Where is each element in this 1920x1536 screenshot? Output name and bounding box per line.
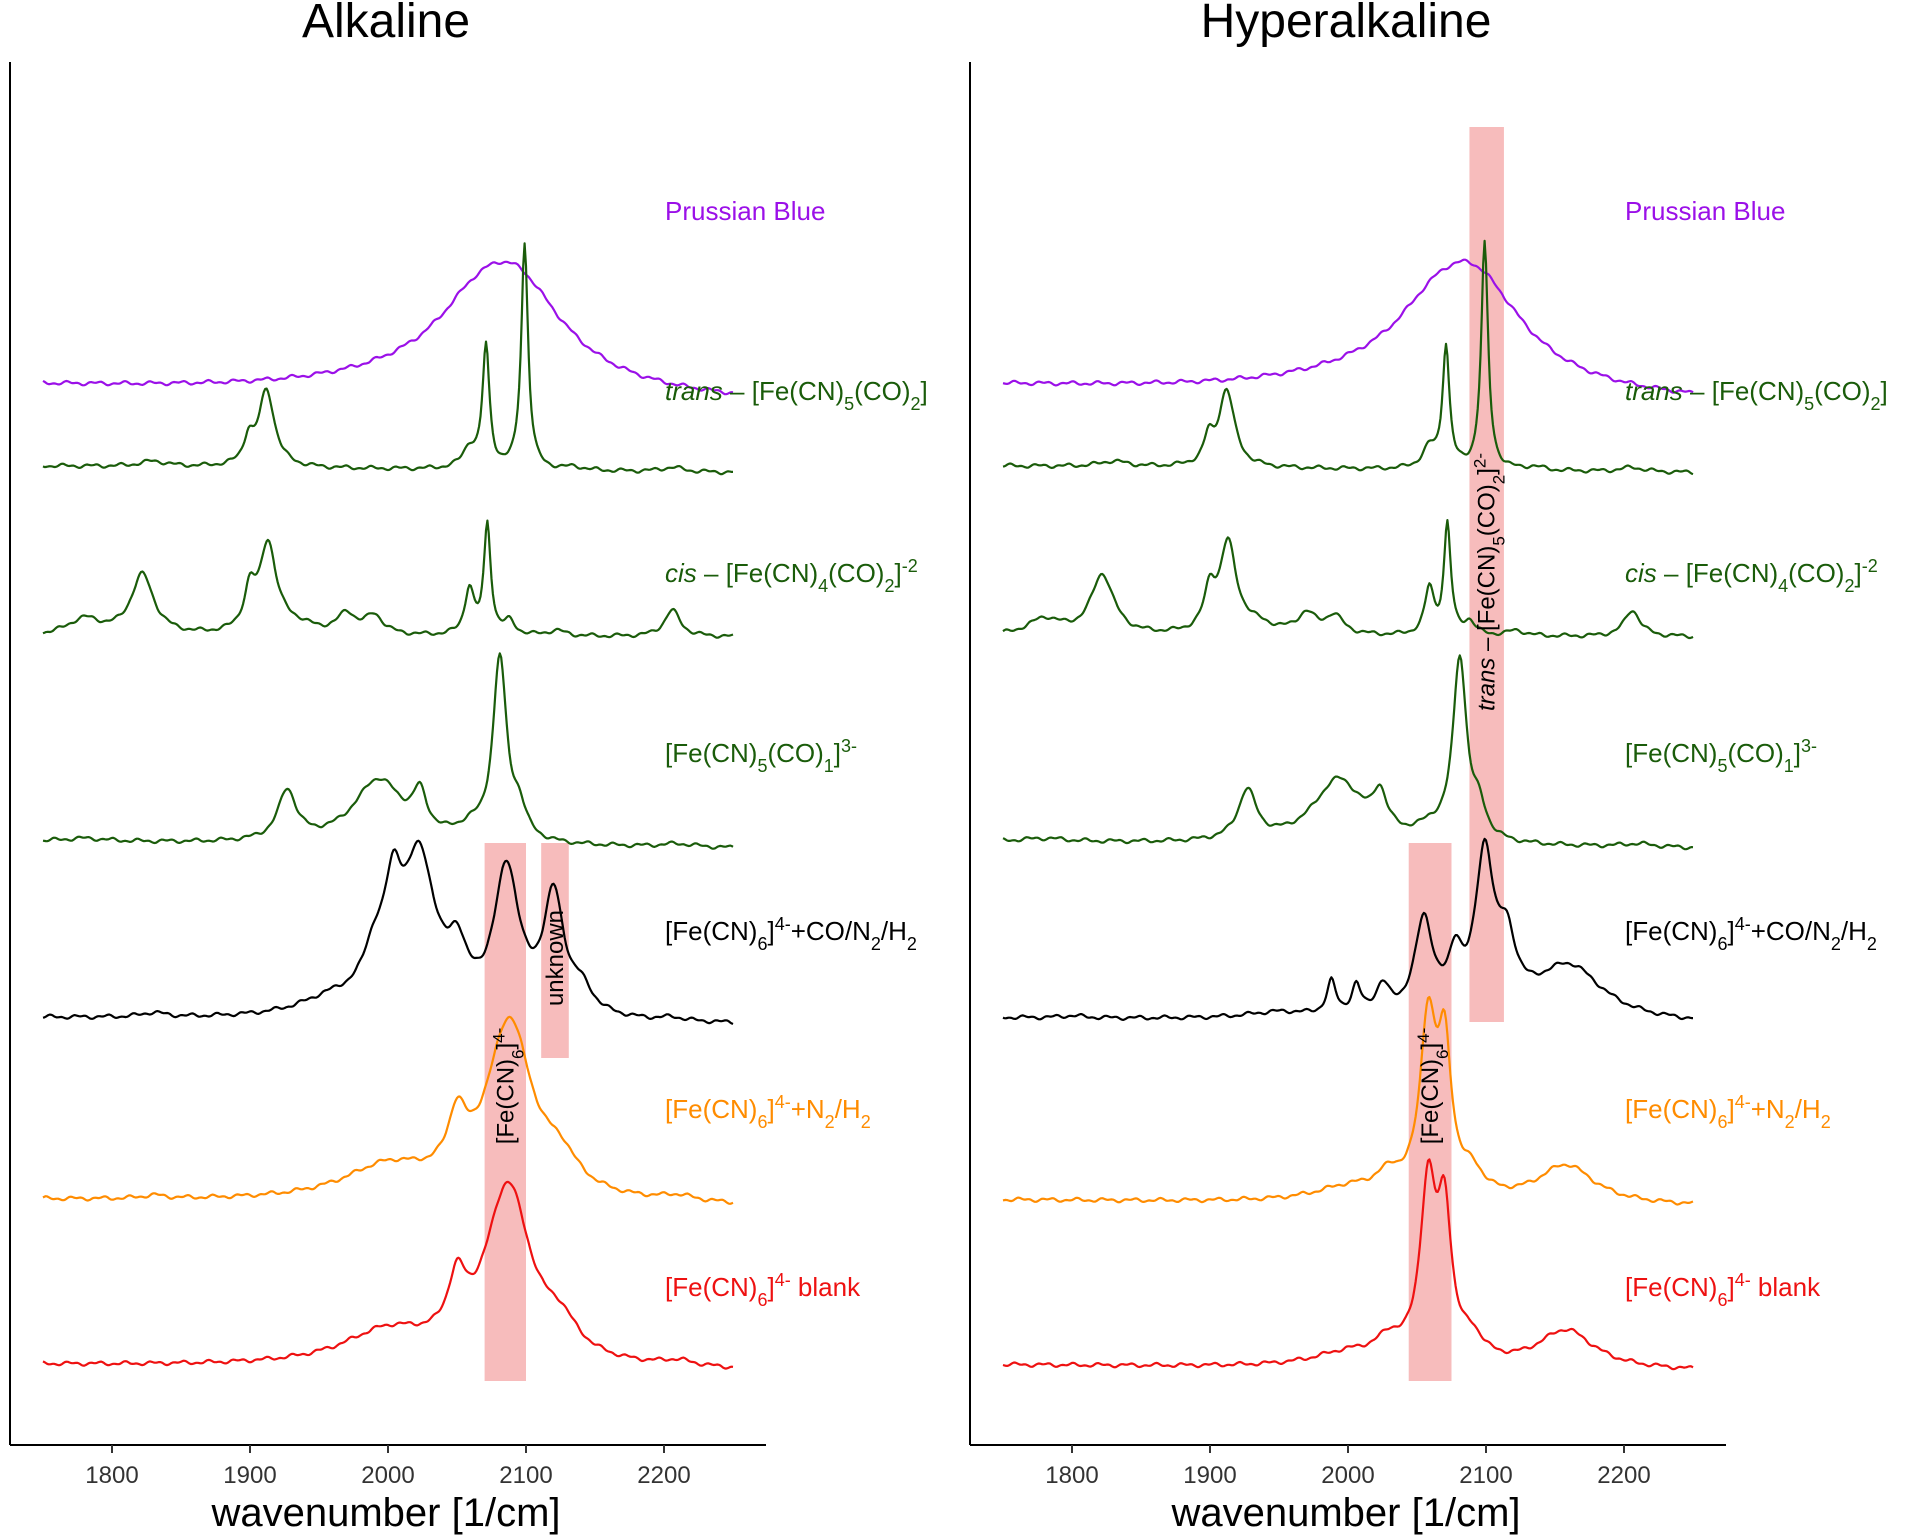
x-axis-title: wavenumber [1/cm] [210, 1491, 560, 1535]
axes: 1800 1900 2000 2100 2200 [9, 62, 766, 1489]
band-label: trans – [Fe(CN)5(CO)2]2- [1470, 453, 1508, 711]
spectrum-line [1002, 1158, 1694, 1371]
x-tick-label: 1800 [1045, 1462, 1098, 1489]
series-label: [Fe(CN)6]4-+CO/N2/H2 [665, 914, 917, 954]
series-label: Prussian Blue [1625, 196, 1785, 226]
x-tick-label: 2000 [361, 1462, 414, 1489]
x-axis-title: wavenumber [1/cm] [1170, 1491, 1520, 1535]
spectrum-line [1002, 258, 1694, 394]
series-label: trans – [Fe(CN)5(CO)2] [1625, 376, 1888, 414]
spectrum-line [42, 1015, 734, 1205]
highlight-band [541, 843, 569, 1058]
spectrum-line [1002, 837, 1693, 1021]
x-tick-label: 1800 [85, 1462, 138, 1489]
panel-title: Alkaline [302, 0, 470, 48]
spectrum-line [1002, 995, 1694, 1206]
panel-alkaline: Alkaline Prussian Blue trans – [Fe(CN)5(C… [9, 0, 928, 1535]
panel-title: Hyperalkaline [1201, 0, 1492, 48]
highlight-bands [484, 843, 569, 1381]
highlight-band [484, 843, 526, 1381]
panel-hyperalkaline: Hyperalkaline Prussian Blue trans – [Fe(C… [969, 0, 1888, 1535]
series-label: [Fe(CN)6]4-+N2/H2 [665, 1092, 871, 1132]
x-tick-label: 2100 [1459, 1462, 1512, 1489]
spectrum-line [42, 519, 734, 639]
highlight-bands [1408, 127, 1504, 1381]
spectra-curves [42, 242, 734, 1370]
series-label: [Fe(CN)6]4- blank [1625, 1270, 1821, 1310]
spectrum-line [42, 260, 734, 396]
x-tick-label: 1900 [223, 1462, 276, 1489]
x-tick-label: 2200 [637, 1462, 690, 1489]
series-label: [Fe(CN)6]4-+N2/H2 [1625, 1092, 1831, 1132]
x-tick-label: 1900 [1183, 1462, 1236, 1489]
band-labels: trans – [Fe(CN)5(CO)2]2- [Fe(CN)6]4- [1414, 453, 1509, 1144]
axes: 1800 1900 2000 2100 2200 [969, 62, 1726, 1489]
spectrum-line [1002, 654, 1694, 851]
x-tick-label: 2000 [1321, 1462, 1374, 1489]
series-label: [Fe(CN)6]4-+CO/N2/H2 [1625, 914, 1877, 954]
spectrum-line [42, 652, 734, 850]
x-tick-label: 2100 [499, 1462, 552, 1489]
series-labels: Prussian Blue trans – [Fe(CN)5(CO)2] cis –… [1625, 196, 1888, 1310]
series-label: [Fe(CN)5(CO)1]3- [1625, 736, 1817, 776]
series-label: Prussian Blue [665, 196, 825, 226]
series-label: cis – [Fe(CN)4(CO)2]-2 [1625, 556, 1878, 596]
band-labels: [Fe(CN)6]4- unknown [489, 910, 569, 1144]
series-label: [Fe(CN)6]4- blank [665, 1270, 861, 1310]
spectrum-line [1002, 239, 1694, 476]
band-label: unknown [542, 910, 569, 1006]
series-label: cis – [Fe(CN)4(CO)2]-2 [665, 556, 918, 596]
spectrum-line [42, 242, 733, 476]
series-label: trans – [Fe(CN)5(CO)2] [665, 376, 928, 414]
spectrum-line [42, 1180, 734, 1370]
spectra-curves [1002, 239, 1694, 1371]
spectrum-line [1002, 519, 1694, 640]
series-labels: Prussian Blue trans – [Fe(CN)5(CO)2] cis –… [665, 196, 928, 1310]
spectrum-line [42, 839, 734, 1026]
band-label: [Fe(CN)6]4- [1414, 1028, 1452, 1145]
x-tick-label: 2200 [1597, 1462, 1650, 1489]
band-label: [Fe(CN)6]4- [489, 1028, 527, 1145]
series-label: [Fe(CN)5(CO)1]3- [665, 736, 857, 776]
